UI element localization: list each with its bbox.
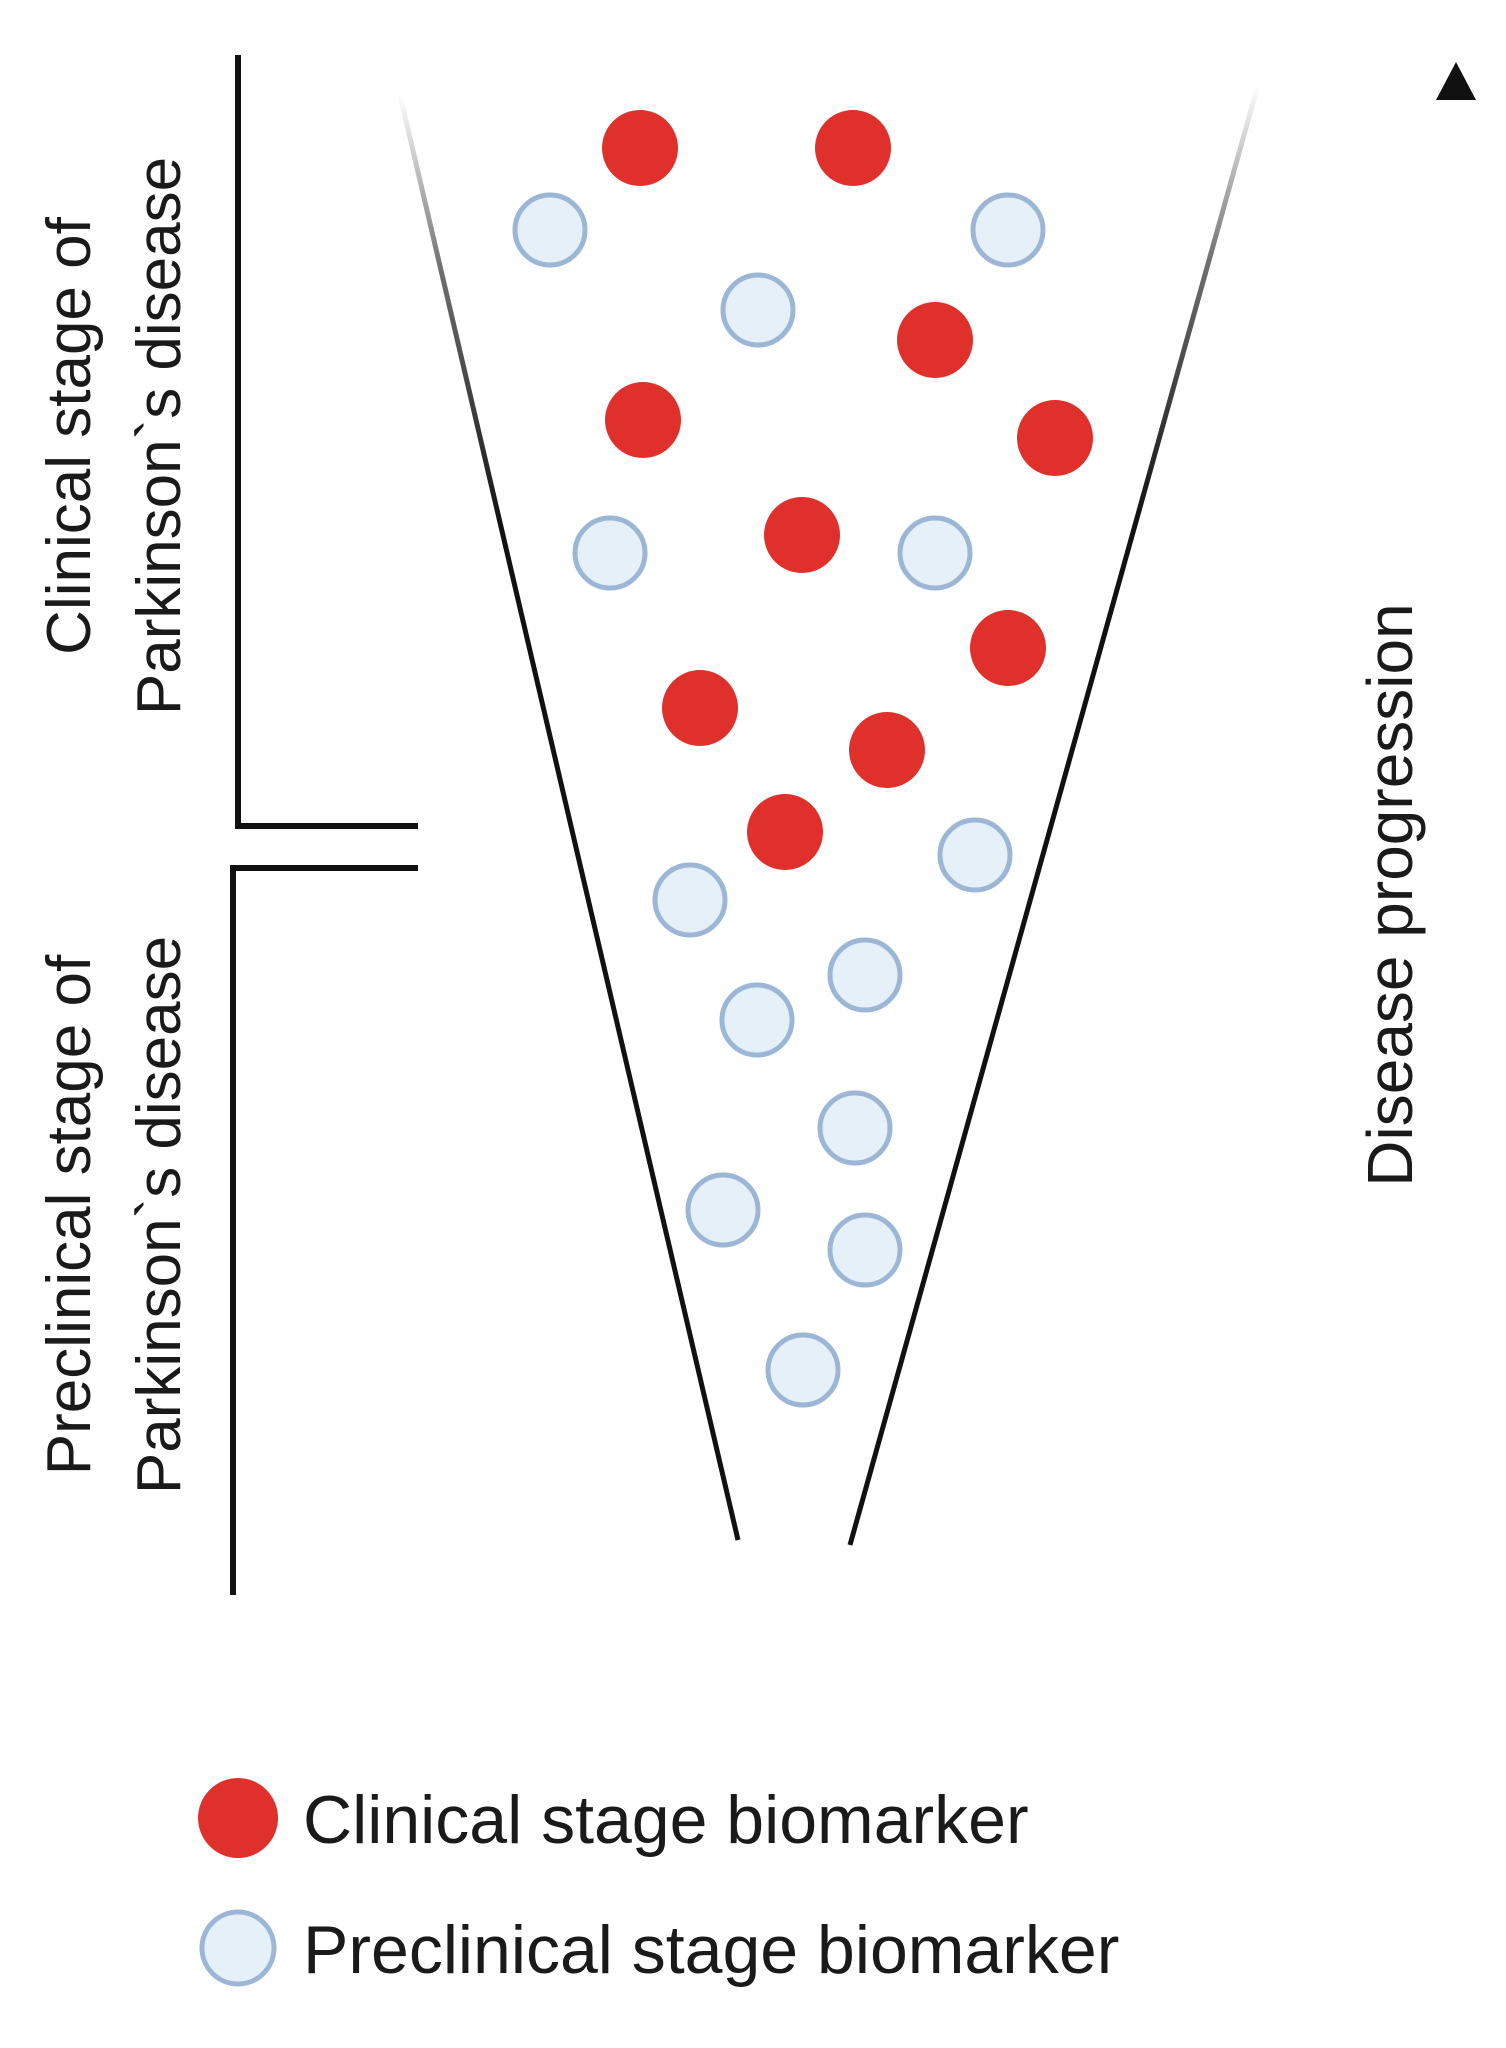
preclinical-biomarker-dot [817, 1090, 893, 1166]
stage-brackets [230, 55, 418, 1595]
preclinical-biomarkers [512, 192, 1046, 1408]
preclinical-biomarker-dot [720, 272, 796, 348]
disease-progression-arrow [1436, 62, 1476, 1565]
preclinical-biomarker-dot [652, 862, 728, 938]
clinical-biomarkers [602, 110, 1093, 870]
clinical-biomarker-dot [849, 712, 925, 788]
clinical-biomarker-dot [605, 382, 681, 458]
preclinical-biomarker-dot [512, 192, 588, 268]
arrow-head-icon [1436, 62, 1476, 100]
preclinical-biomarker-dot [827, 1212, 903, 1288]
clinical-stage-label-line1-text: Clinical stage of [35, 216, 104, 654]
legend-preclinical-label: Preclinical stage biomarker [303, 1912, 1119, 1988]
legend: Clinical stage biomarker Preclinical sta… [198, 1778, 1119, 1988]
funnel-left-edge [397, 94, 741, 1541]
preclinical-biomarker-dot [572, 515, 648, 591]
preclinical-biomarker-dot [765, 1332, 841, 1408]
preclinical-biomarker-dot [719, 982, 795, 1058]
clinical-biomarker-dot [970, 610, 1046, 686]
disease-progression-label: Disease progression [1354, 603, 1426, 1186]
preclinical-stage-label-line2-text: Parkinson`s disease [125, 936, 194, 1494]
preclinical-stage-bracket [230, 865, 418, 1595]
funnel [397, 84, 1261, 1546]
preclinical-biomarker-dot [937, 817, 1013, 893]
clinical-biomarker-dot [1017, 400, 1093, 476]
legend-clinical-swatch [198, 1778, 278, 1858]
preclinical-stage-label-line1-text: Preclinical stage of [35, 954, 104, 1475]
clinical-biomarker-dot [602, 110, 678, 186]
preclinical-biomarker-dot [970, 192, 1046, 268]
legend-item-preclinical: Preclinical stage biomarker [199, 1909, 1119, 1988]
disease-progression-label-text: Disease progression [1354, 603, 1426, 1186]
clinical-biomarker-dot [747, 794, 823, 870]
clinical-stage-label-line2-text: Parkinson`s disease [125, 157, 194, 715]
legend-clinical-label: Clinical stage biomarker [303, 1782, 1029, 1858]
preclinical-biomarker-dot [827, 937, 903, 1013]
clinical-stage-bracket [235, 55, 418, 829]
preclinical-stage-label-line2: Parkinson`s disease [125, 936, 194, 1494]
clinical-stage-label-line1: Clinical stage of [35, 216, 104, 654]
legend-item-clinical: Clinical stage biomarker [198, 1778, 1029, 1858]
clinical-stage-label-line2: Parkinson`s disease [125, 157, 194, 715]
clinical-biomarker-dot [815, 110, 891, 186]
funnel-right-edge [847, 84, 1261, 1546]
clinical-biomarker-dot [897, 302, 973, 378]
preclinical-stage-label-line1: Preclinical stage of [35, 954, 104, 1475]
clinical-biomarker-dot [662, 670, 738, 746]
legend-preclinical-swatch [199, 1909, 277, 1987]
clinical-biomarker-dot [764, 497, 840, 573]
preclinical-biomarker-dot [897, 515, 973, 591]
preclinical-biomarker-dot [685, 1172, 761, 1248]
